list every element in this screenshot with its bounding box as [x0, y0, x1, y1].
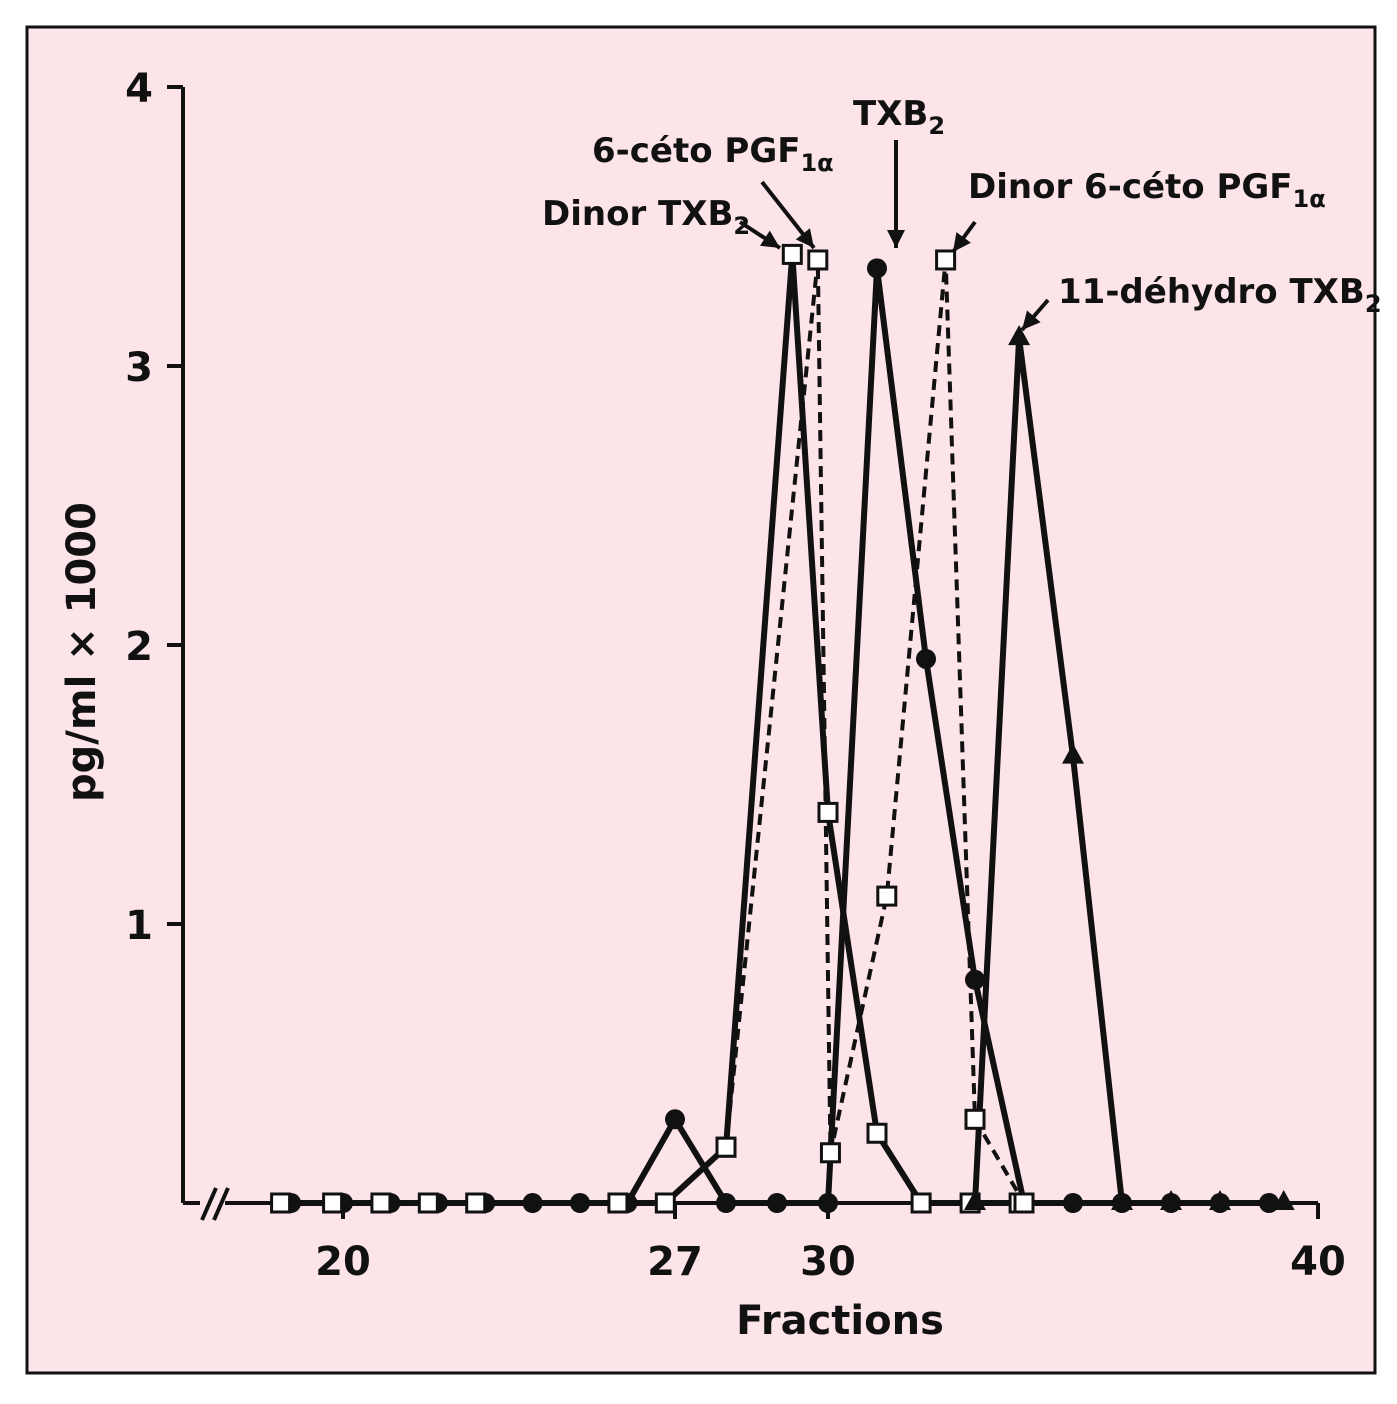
- chart-marker-layer: [270, 243, 1295, 1214]
- data-point: [965, 969, 985, 990]
- data-point: [1160, 1190, 1182, 1210]
- axis-break-mark: [212, 1187, 230, 1221]
- annotation-arrowhead: [887, 230, 905, 248]
- annotation-label: 11-déhydro TXB2: [1058, 272, 1382, 318]
- y-axis-title: pg/ml × 1000: [59, 502, 105, 802]
- y-tick-label: 1: [125, 903, 153, 949]
- data-point: [867, 258, 887, 279]
- data-point: [522, 1193, 543, 1213]
- x-tick-label: 27: [647, 1239, 703, 1285]
- data-point: [1209, 1190, 1231, 1210]
- y-tick-label: 4: [125, 66, 153, 112]
- chart-annotation-layer: 6-céto PGF1α Dinor TXB2 TXB2 Dinor 6-céto P…: [542, 94, 1382, 332]
- data-point: [910, 1192, 932, 1214]
- data-point: [322, 1192, 344, 1214]
- data-point: [935, 249, 957, 271]
- annotation-arrowhead: [953, 232, 971, 252]
- data-point: [964, 1190, 986, 1210]
- data-point: [654, 1192, 676, 1214]
- annotation-label: 6-céto PGF1α: [592, 131, 834, 177]
- annotation-label: Dinor TXB2: [542, 194, 750, 240]
- data-point: [715, 1136, 737, 1158]
- data-point: [807, 249, 829, 271]
- annotation-arrowhead: [1022, 310, 1041, 330]
- annotation-arrowhead: [760, 230, 780, 248]
- y-tick-label: 2: [125, 624, 153, 670]
- data-point: [781, 243, 803, 265]
- annotation-arrowhead: [795, 228, 814, 248]
- data-point: [370, 1192, 392, 1214]
- data-point: [1008, 325, 1031, 346]
- data-point: [819, 1142, 841, 1164]
- data-point: [876, 885, 898, 907]
- data-point: [665, 1109, 685, 1130]
- data-point: [1013, 1192, 1035, 1214]
- data-point: [964, 1108, 986, 1130]
- x-tick-label: 40: [1290, 1239, 1346, 1285]
- data-point: [1063, 1193, 1083, 1213]
- x-axis-title: Fractions: [736, 1298, 944, 1344]
- x-tick-label: 20: [315, 1239, 371, 1285]
- data-point: [465, 1192, 487, 1214]
- data-point: [866, 1122, 888, 1144]
- data-point: [1272, 1190, 1295, 1210]
- data-point: [1062, 743, 1084, 764]
- data-point: [916, 648, 936, 669]
- data-point: [270, 1192, 292, 1214]
- y-tick-label: 3: [125, 345, 153, 391]
- data-point: [767, 1193, 787, 1213]
- x-tick-label: 30: [800, 1239, 856, 1285]
- data-point: [716, 1193, 736, 1213]
- annotation-label: Dinor 6-céto PGF1α: [968, 167, 1326, 213]
- data-point: [417, 1192, 439, 1214]
- data-point: [570, 1193, 590, 1213]
- axis-break-mark: [200, 1187, 218, 1221]
- data-point: [818, 1193, 838, 1213]
- annotation-label: TXB2: [853, 94, 945, 140]
- data-point: [817, 801, 839, 823]
- data-point: [607, 1192, 629, 1214]
- chart-panel: [25, 25, 1377, 1375]
- data-point: [1111, 1190, 1133, 1210]
